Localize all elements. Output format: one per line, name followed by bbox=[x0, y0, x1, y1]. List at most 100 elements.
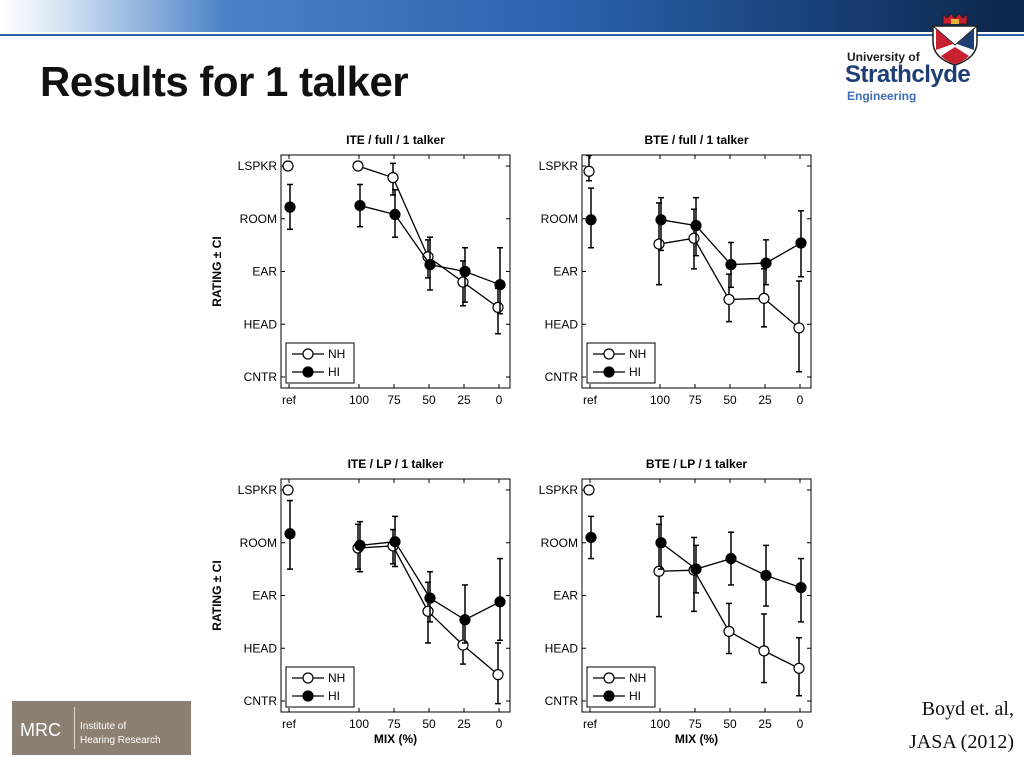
data-point bbox=[352, 160, 364, 172]
x-tick-label: 0 bbox=[496, 393, 503, 407]
data-point bbox=[760, 569, 772, 582]
legend-label: NH bbox=[629, 347, 646, 361]
data-point bbox=[655, 214, 667, 226]
x-tick-label: 25 bbox=[758, 717, 772, 731]
data-point bbox=[492, 669, 504, 681]
citation: Boyd et. al, JASA (2012) bbox=[909, 693, 1014, 759]
data-point bbox=[424, 592, 436, 604]
data-point bbox=[723, 293, 735, 306]
y-tick-label: LSPKR bbox=[238, 483, 278, 497]
data-point bbox=[690, 220, 702, 232]
data-point bbox=[282, 160, 294, 172]
chart-title: BTE / full / 1 talker bbox=[644, 133, 748, 147]
x-tick-label: 25 bbox=[758, 393, 772, 407]
data-point bbox=[795, 237, 807, 249]
y-tick-label: CNTR bbox=[545, 694, 579, 708]
x-tick-label: 25 bbox=[457, 393, 471, 407]
legend-marker bbox=[603, 672, 615, 684]
data-point bbox=[583, 484, 595, 496]
y-tick-label: HEAD bbox=[244, 317, 278, 331]
y-tick-label: ROOM bbox=[240, 212, 277, 226]
chart-panel-2: CNTR HEAD EAR ROOM LSPKR ref 100 75 50 25 0 BTE / f… bbox=[539, 133, 812, 407]
logo-wordmark: Strathclyde bbox=[845, 61, 971, 88]
x-tick-label: 50 bbox=[422, 393, 436, 407]
header-gradient-bar bbox=[0, 0, 1024, 32]
data-point bbox=[653, 238, 665, 250]
data-point bbox=[688, 232, 700, 244]
data-point bbox=[282, 484, 294, 496]
data-point bbox=[793, 662, 805, 674]
data-point bbox=[758, 292, 770, 305]
data-point bbox=[585, 214, 597, 226]
data-point bbox=[725, 259, 737, 271]
x-tick-label: 0 bbox=[797, 393, 804, 407]
x-axis-label: MIX (%) bbox=[374, 732, 417, 746]
x-tick-label: 75 bbox=[688, 393, 702, 407]
data-point bbox=[690, 563, 702, 575]
chart-panel-3: CNTR HEAD EAR ROOM LSPKR ref 100 75 50 25 0 ITE / L… bbox=[210, 457, 511, 746]
x-tick-label: 50 bbox=[422, 717, 436, 731]
data-point bbox=[585, 531, 597, 544]
x-tick-label: 100 bbox=[650, 393, 670, 407]
y-tick-label: EAR bbox=[252, 589, 277, 603]
header-rule bbox=[0, 34, 1024, 36]
legend-label: HI bbox=[629, 365, 641, 379]
data-point bbox=[284, 528, 296, 540]
data-point bbox=[793, 322, 805, 334]
legend-box bbox=[285, 666, 355, 708]
legend-marker bbox=[302, 690, 314, 702]
y-tick-label: EAR bbox=[553, 589, 578, 603]
legend-label: HI bbox=[328, 689, 340, 703]
citation-line-2: JASA (2012) bbox=[908, 731, 1014, 753]
legend-label: HI bbox=[629, 689, 641, 703]
x-tick-label: 100 bbox=[349, 393, 369, 407]
data-point bbox=[655, 537, 667, 549]
data-point bbox=[422, 605, 434, 617]
data-point bbox=[457, 639, 469, 651]
mrc-divider bbox=[74, 707, 75, 749]
crest-icon bbox=[932, 13, 978, 66]
mrc-logo: MRC Institute of Hearing Research bbox=[12, 701, 191, 755]
mrc-line-1: Institute of bbox=[80, 721, 127, 732]
legend-marker bbox=[603, 366, 615, 378]
data-point bbox=[795, 581, 807, 594]
legend-marker bbox=[302, 672, 314, 684]
x-tick-label: 100 bbox=[650, 717, 670, 731]
legend-label: NH bbox=[328, 671, 345, 685]
x-tick-label: 0 bbox=[797, 717, 804, 731]
mrc-line-2: Hearing Research bbox=[80, 735, 161, 746]
mrc-abbr: MRC bbox=[20, 720, 61, 740]
x-tick-label: 50 bbox=[723, 393, 737, 407]
data-point bbox=[459, 265, 471, 278]
y-axis-label: RATING ± CI bbox=[210, 236, 224, 306]
y-tick-label: ROOM bbox=[240, 536, 277, 550]
y-tick-label: HEAD bbox=[545, 641, 579, 655]
y-tick-label: ROOM bbox=[541, 212, 578, 226]
y-tick-label: EAR bbox=[553, 265, 578, 279]
chart-panel-4: CNTR HEAD EAR ROOM LSPKR ref 100 75 50 25 0 BTE / L… bbox=[539, 457, 812, 746]
x-tick-label: ref bbox=[583, 393, 598, 407]
data-point bbox=[424, 259, 436, 271]
data-point bbox=[459, 614, 471, 626]
x-axis-label: MIX (%) bbox=[675, 732, 718, 746]
data-point bbox=[494, 596, 506, 608]
legend-box bbox=[285, 342, 355, 384]
legend-marker bbox=[603, 690, 615, 702]
logo-line-1: University of bbox=[847, 50, 920, 64]
data-point bbox=[492, 301, 504, 313]
data-point bbox=[389, 536, 401, 548]
y-tick-label: CNTR bbox=[244, 370, 278, 384]
data-point bbox=[760, 257, 772, 269]
data-point bbox=[284, 201, 296, 213]
university-logo: University of Strathclyde Engineering bbox=[843, 10, 993, 110]
y-tick-label: LSPKR bbox=[238, 159, 278, 173]
y-tick-label: HEAD bbox=[545, 317, 579, 331]
x-tick-label: ref bbox=[583, 717, 598, 731]
legend-box bbox=[586, 666, 656, 708]
y-tick-label: ROOM bbox=[541, 536, 578, 550]
legend-marker bbox=[603, 348, 615, 360]
x-tick-label: ref bbox=[282, 393, 297, 407]
x-tick-label: 0 bbox=[496, 717, 503, 731]
x-tick-label: 25 bbox=[457, 717, 471, 731]
